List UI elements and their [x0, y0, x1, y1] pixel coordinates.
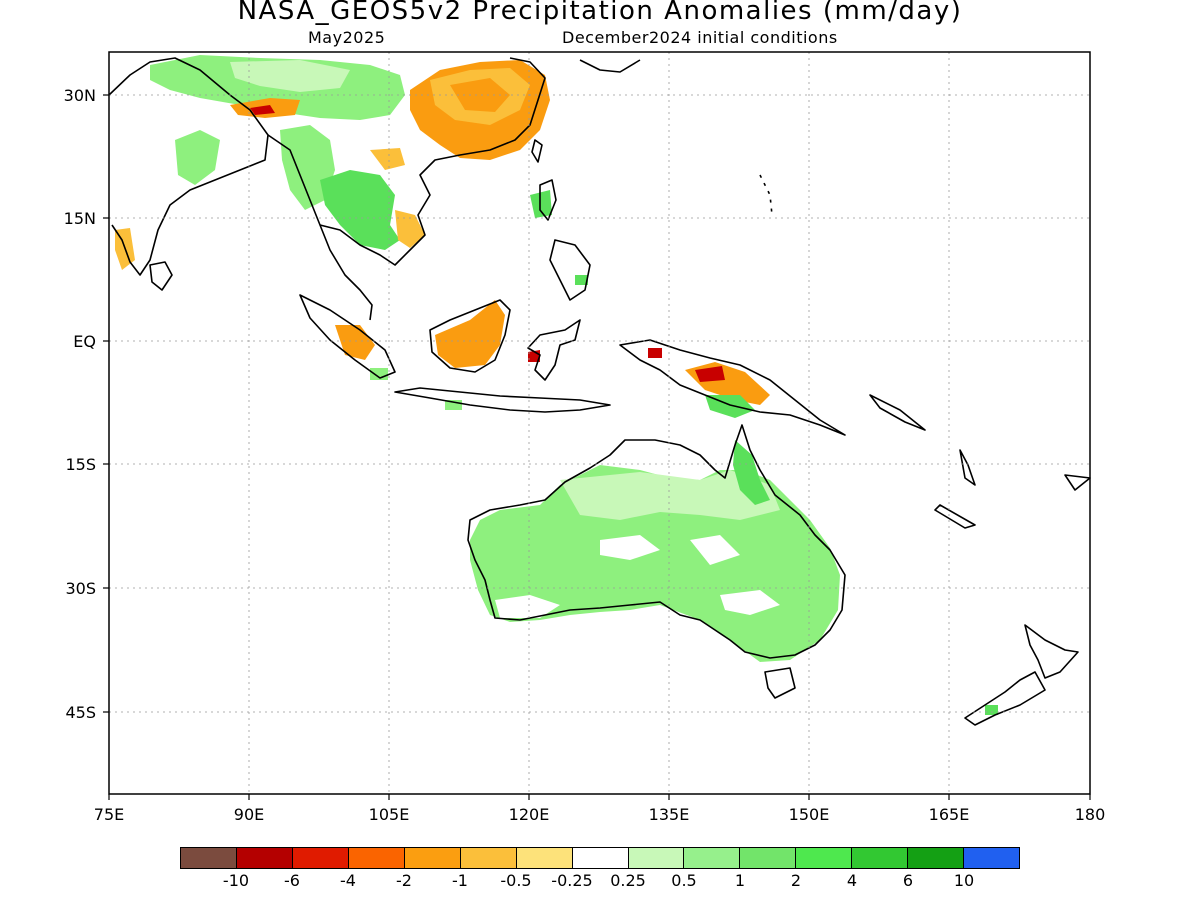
philippines-luzon [539, 179, 557, 221]
colorbar-label: 0.5 [671, 871, 697, 890]
colorbar-swatch [964, 848, 1020, 868]
new-guinea [619, 339, 846, 436]
himalaya-red [250, 105, 275, 115]
south-china-orange [370, 148, 405, 170]
borneo [429, 299, 511, 373]
philippines-south [549, 239, 591, 301]
x-tick-label: 135E [649, 805, 690, 824]
coastlines [108, 57, 1091, 726]
graticule [109, 52, 1090, 794]
y-axis-labels: 30N 15N EQ 15S 30S 45S [64, 86, 96, 722]
philippines-green [530, 190, 552, 218]
x-tick-label: 105E [369, 805, 410, 824]
x-axis-labels: 75E 90E 105E 120E 135E 150E 165E 180 [94, 805, 1106, 824]
australia-white-patch-2 [690, 535, 740, 565]
colorbar-labels: -10 -6 -4 -2 -1 -0.5 -0.25 0.25 0.5 1 2 … [180, 871, 1020, 893]
philippines-green-2 [575, 275, 588, 285]
y-tick-label: 30N [64, 86, 96, 105]
colorbar-label: -4 [340, 871, 356, 890]
new-caledonia [934, 504, 976, 529]
tasmania [764, 667, 796, 699]
colorbar-label: -0.5 [500, 871, 532, 890]
asia-coast [108, 57, 269, 276]
x-tick-label: 75E [94, 805, 124, 824]
colorbar-swatch [740, 848, 797, 868]
map-frame [108, 51, 1091, 795]
australia-white-patch [600, 535, 660, 560]
colorbar-label: 0.25 [610, 871, 646, 890]
micronesia-chain [759, 174, 773, 216]
india-green [175, 130, 220, 185]
colorbar-swatch [292, 848, 349, 868]
colorbar-swatch [572, 848, 629, 868]
solomons [869, 394, 926, 431]
nz-south [964, 671, 1046, 726]
y-tick-label: 15N [64, 209, 96, 228]
x-tick-label: 90E [234, 805, 264, 824]
anomaly-field [115, 55, 998, 715]
australia-light-patch [560, 470, 780, 520]
y-tick-label: EQ [73, 332, 96, 351]
colorbar-swatch [460, 848, 517, 868]
vietnam-orange [395, 210, 425, 248]
colorbar-label: -1 [452, 871, 468, 890]
colorbar-swatch [236, 848, 293, 868]
china-inner-orange [450, 78, 510, 112]
sri-lanka [149, 261, 173, 291]
colorbar-label: 1 [734, 871, 746, 890]
nz-north [1024, 624, 1079, 679]
map-title: NASA_GEOS5v2 Precipitation Anomalies (mm… [237, 0, 963, 26]
bay-of-bengal-coast [267, 134, 373, 321]
forecast-month: May2025 [308, 28, 386, 47]
y-tick-label: 15S [65, 455, 96, 474]
colorbar-swatch [181, 848, 237, 868]
java [394, 387, 611, 413]
colorbar-label: -6 [284, 871, 300, 890]
colorbar-label: -10 [222, 871, 250, 890]
colorbar-label: 2 [790, 871, 802, 890]
colorbar [180, 847, 1020, 869]
new-guinea-red [695, 366, 725, 382]
colorbar-swatch [852, 848, 909, 868]
australia [467, 424, 846, 659]
nz-green [985, 705, 998, 715]
colorbar-label: 6 [902, 871, 914, 890]
fiji [1064, 474, 1091, 491]
colorbar-swatch [404, 848, 461, 868]
taiwan [531, 139, 543, 163]
colorbar-label: -2 [396, 871, 412, 890]
x-tick-label: 180 [1075, 805, 1106, 824]
indochina-anomaly [320, 170, 400, 250]
colorbar-label: 10 [953, 871, 975, 890]
sumatra [299, 294, 396, 379]
x-tick-label: 150E [789, 805, 830, 824]
australia-white-patch-3 [495, 595, 560, 618]
initial-conditions-label: December2024 initial conditions [562, 28, 838, 47]
sumatra-orange [335, 325, 375, 360]
x-tick-label: 165E [929, 805, 970, 824]
papua-red [648, 348, 662, 358]
tick-marks [103, 94, 1091, 800]
vanuatu [959, 449, 976, 486]
colorbar-swatch [908, 848, 965, 868]
indochina-coast [319, 57, 546, 266]
colorbar-swatch [796, 848, 853, 868]
y-tick-label: 45S [65, 703, 96, 722]
x-tick-label: 120E [509, 805, 550, 824]
colorbar-swatch [348, 848, 405, 868]
colorbar-swatch [628, 848, 685, 868]
colorbar-swatch [516, 848, 573, 868]
colorbar-label: 4 [846, 871, 858, 890]
colorbar-label: -0.25 [551, 871, 593, 890]
queensland-green [733, 440, 770, 505]
australia-white-patch-4 [720, 590, 780, 615]
tibet-light [230, 60, 350, 92]
borneo-orange [435, 300, 505, 368]
colorbar-swatch [684, 848, 741, 868]
myanmar-anomaly [280, 125, 335, 210]
japan-ryukyu [579, 59, 641, 73]
sulawesi [527, 319, 581, 381]
y-tick-label: 30S [65, 579, 96, 598]
